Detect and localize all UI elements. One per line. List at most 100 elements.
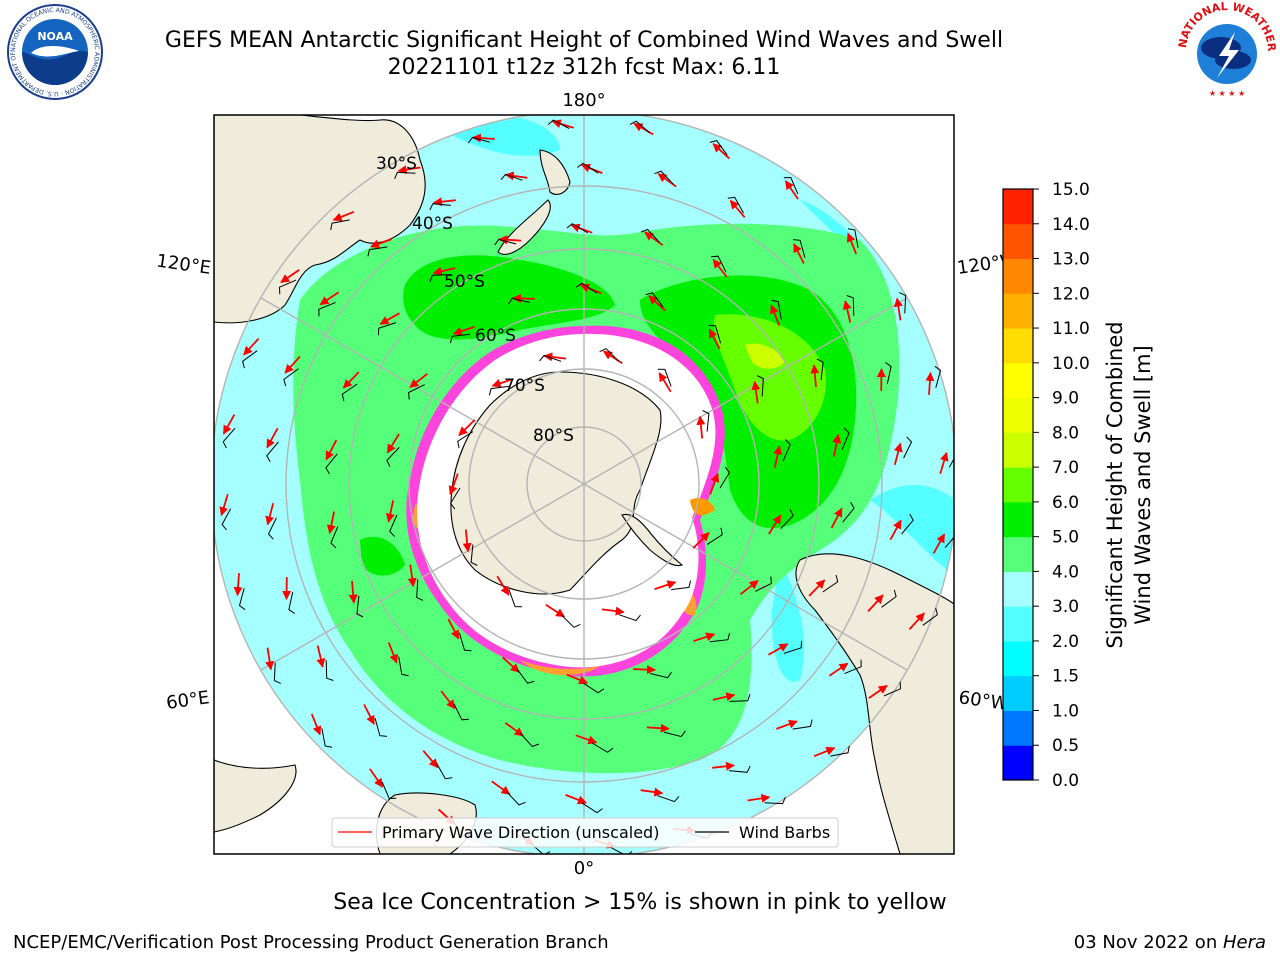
- wave-arrow: [633, 122, 654, 136]
- latitude-labels: 30°S 40°S 50°S 60°S 70°S 80°S: [376, 154, 574, 446]
- lon-label-60e: 60°E: [165, 687, 211, 714]
- colorbar-tick-label: 3.0: [1052, 597, 1079, 617]
- wind-barb: [374, 718, 387, 737]
- colorbar-tick-label: 10.0: [1052, 354, 1090, 374]
- sea-ice-caption: Sea Ice Concentration > 15% is shown in …: [333, 890, 947, 915]
- wind-barb: [898, 292, 907, 314]
- wind-barb: [640, 228, 661, 244]
- wave-arrow: [810, 364, 820, 388]
- wave-arrow: [842, 300, 852, 323]
- wave-arrow: [266, 427, 279, 449]
- wind-barb: [519, 732, 540, 748]
- wave-arrow: [496, 575, 510, 596]
- wind-barb: [844, 659, 862, 675]
- wave-arrow: [657, 173, 677, 188]
- wave-arrow: [280, 269, 300, 284]
- svg-text:★ ★ ★ ★: ★ ★ ★ ★: [1209, 89, 1245, 98]
- wind-barb: [934, 365, 942, 388]
- colorbar-tick-label: 4.0: [1052, 562, 1079, 582]
- colorbar-segment: [1003, 571, 1033, 607]
- colorbar-segment: [1003, 362, 1033, 399]
- wind-barb: [457, 431, 474, 449]
- wave-arrow: [740, 579, 759, 595]
- wind-barb: [657, 368, 672, 387]
- wind-barb: [727, 196, 744, 214]
- colorbar-tick-label: 11.0: [1052, 319, 1090, 339]
- colorbar-tick-label: 7.0: [1052, 458, 1079, 478]
- wave-arrow: [319, 291, 340, 306]
- wind-barb: [330, 219, 350, 231]
- wind-barb: [381, 781, 397, 800]
- wave-arrow: [830, 507, 843, 529]
- wind-barb: [783, 640, 803, 654]
- wave-arrow: [219, 493, 229, 517]
- footer-date-text: 03 Nov 2022 on: [1073, 932, 1223, 953]
- colorbar-segment: [1003, 293, 1033, 329]
- wave-arrow: [768, 643, 789, 656]
- colorbar-tick-label: 0.0: [1052, 771, 1079, 791]
- wave-arrow: [709, 472, 720, 495]
- wind-barb: [398, 656, 409, 677]
- wave-arrow: [332, 210, 355, 222]
- colorbar-tick-label: 15.0: [1052, 180, 1090, 200]
- wave-arrow: [447, 618, 460, 640]
- wave-arrow: [316, 645, 326, 668]
- map-frame: [213, 114, 955, 855]
- wind-barb: [325, 660, 334, 681]
- wind-barb: [901, 513, 914, 535]
- wind-barb: [654, 170, 674, 185]
- colorbar-segment: [1003, 189, 1033, 225]
- colorbar-segment: [1003, 745, 1033, 781]
- lon-label-180: 180°: [562, 90, 605, 111]
- colorbar-tick-label: 2.0: [1052, 632, 1079, 652]
- wave-arrow: [793, 243, 805, 264]
- wind-barb: [458, 632, 472, 652]
- map-legend: Primary Wave Direction (unscaled) Wind B…: [331, 817, 839, 848]
- legend-wave-label: Primary Wave Direction (unscaled): [382, 823, 659, 842]
- wave-arrow: [747, 793, 771, 803]
- wind-barb: [288, 591, 295, 614]
- wind-barb: [566, 223, 589, 234]
- wave-arrow: [491, 378, 514, 388]
- colorbar: [1003, 189, 1033, 781]
- wind-barb: [922, 607, 938, 626]
- colorbar-segment: [1003, 675, 1033, 711]
- wave-direction-arrows: [219, 119, 949, 849]
- wind-barb: [706, 527, 723, 545]
- wind-barb: [903, 436, 913, 459]
- wave-arrow: [908, 612, 925, 631]
- wind-barb: [356, 595, 364, 618]
- map-subtitle: 20221101 t12z 312h fcst Max: 6.11: [387, 55, 781, 80]
- footer-host: Hera: [1222, 932, 1266, 953]
- wave-arrow: [363, 704, 375, 725]
- wave-arrow: [566, 673, 589, 685]
- wave-arrow: [692, 532, 710, 549]
- wave-arrow: [440, 690, 456, 710]
- wave-arrow: [432, 266, 456, 276]
- wind-barb: [708, 324, 722, 344]
- wave-arrow: [601, 606, 625, 616]
- wave-arrow: [640, 787, 664, 797]
- wind-barb: [429, 274, 451, 282]
- wind-barb: [756, 375, 764, 397]
- wind-barb: [330, 526, 339, 549]
- wind-barb: [267, 517, 277, 540]
- wind-barb: [318, 301, 336, 317]
- colorbar-tick-label: 13.0: [1052, 250, 1090, 270]
- wind-barb: [883, 681, 902, 697]
- wind-barb: [885, 362, 892, 385]
- wave-arrow: [458, 419, 476, 436]
- wind-barb: [539, 354, 562, 362]
- wave-arrow: [893, 442, 903, 466]
- wind-barb: [577, 162, 599, 174]
- colorbar-tick-label: 5.0: [1052, 528, 1079, 548]
- wind-barb: [377, 322, 397, 336]
- colorbar-segment: [1003, 536, 1033, 572]
- wave-arrow: [409, 373, 428, 389]
- wave-arrow: [646, 723, 670, 733]
- lat-label-30s: 30°S: [376, 154, 417, 174]
- colorbar-tick-label: 6.0: [1052, 493, 1079, 513]
- colorbar-label-line2: Wind Waves and Swell [m]: [1131, 345, 1155, 625]
- wind-barb: [650, 671, 673, 679]
- wave-arrow: [693, 632, 716, 642]
